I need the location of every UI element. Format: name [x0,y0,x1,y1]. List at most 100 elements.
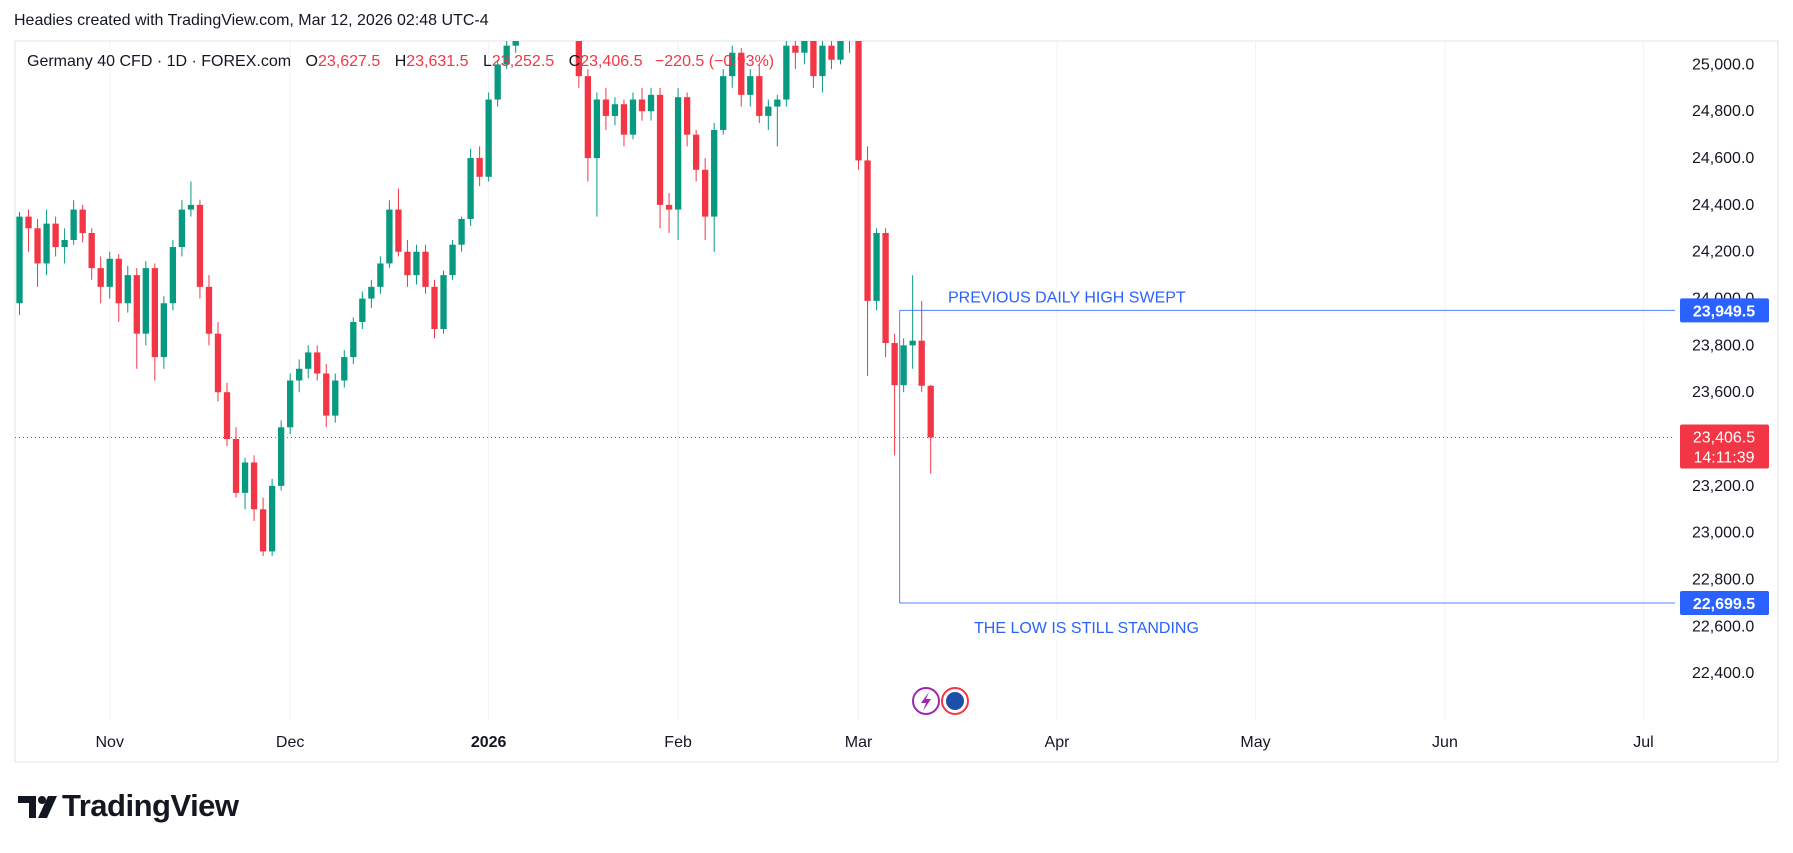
candle-body [855,41,862,161]
candle-body [359,298,366,322]
level-label: 23,949.5 [1693,303,1755,320]
candle-body [413,251,420,276]
candle-body [287,380,294,428]
candle-body [485,99,492,177]
candle-body [223,392,231,440]
candle-body [522,6,528,29]
candle-body [891,343,898,386]
x-tick-label: Nov [96,734,124,751]
candle-body [611,104,619,116]
logo [18,796,57,818]
y-tick-label: 23,200.0 [1692,478,1754,495]
x-tick-label: Feb [664,734,692,751]
event-glyph [921,692,931,711]
candle-body [720,76,727,130]
candle-body [151,268,158,358]
candle-body [765,106,772,116]
y-tick-label: 23,600.0 [1692,384,1754,401]
y-tick-label: 24,800.0 [1692,103,1754,120]
candle-body [738,52,745,95]
x-tick-label: Apr [1045,734,1071,751]
candle-body [702,169,709,217]
countdown: 14:11:39 [1693,450,1754,467]
candle-body [332,380,339,416]
axes: 22,400.0 22,600.0 22,800.0 23,000.0 23,200.0… [96,56,1769,751]
candle-body [638,99,646,112]
level-box [1680,591,1769,616]
candle-body [187,204,195,210]
candle-body [341,357,348,381]
candle-body [647,94,655,112]
candle-body [909,340,916,346]
candle-body [567,0,573,18]
candle-body [927,385,934,438]
level-box [1680,298,1769,323]
candle-body [575,41,583,77]
legend: Germany 40 CFD · 1D · FOREX.com O23,627.… [27,53,774,71]
y-tick-label: 25,000.0 [1692,56,1754,73]
candle-body [819,45,826,77]
y-tick-label: 24,600.0 [1692,150,1754,167]
candle-body [277,427,285,486]
candle-body [115,258,122,304]
legend-change: −220.5 (−0.93%) [654,53,775,70]
x-tick-label: Jul [1633,734,1653,751]
candle-body [873,232,880,301]
candle-body [494,64,501,100]
y-tick-label: 24,400.0 [1692,197,1754,214]
candle-body [259,509,267,552]
candle-body [620,104,628,135]
legend-key: L [482,53,492,70]
event-icons [912,687,969,715]
y-tick-label: 22,400.0 [1692,665,1754,682]
event-glyph [946,692,964,710]
candle-body [395,209,402,252]
candle-body [900,345,907,386]
candle-body [882,232,889,344]
candle-body [214,333,222,393]
candle-body [801,41,808,53]
legend-key: C [568,53,581,70]
x-tick-label: Jun [1432,734,1458,751]
candle-body [368,286,375,299]
candle-body [16,216,23,304]
candle-body [241,462,249,493]
y-tick-label: 24,200.0 [1692,244,1754,261]
candle-body [476,158,483,177]
candle-body [656,94,664,205]
candle-body [918,340,925,386]
candle-body [61,240,68,248]
candle-body [756,76,763,116]
candle-body [52,223,59,248]
legend-value: 23,627.5 [317,53,381,70]
candle-body [350,321,357,358]
legend-value: 23,252.5 [491,53,555,70]
candle-body [531,0,537,6]
candle-body [846,29,852,41]
candle-body [404,251,411,276]
last-price-box [1680,424,1769,469]
candle-body [810,41,817,77]
candle-body [747,76,754,95]
grid [109,41,1644,720]
candle-body [440,275,447,329]
logo-mark [38,796,57,818]
candle-body [864,160,871,301]
candle-body [133,275,140,334]
candle-body [79,209,86,233]
candle-body [88,232,95,269]
last-price-label: 23,406.5 [1693,430,1755,447]
brand: TradingView [62,788,239,823]
y-tick-label: 22,800.0 [1692,572,1754,589]
candle-body [837,41,844,60]
candle-body [665,204,673,210]
symbol: Germany 40 CFD · 1D · FOREX.com [27,53,292,70]
annotation: PREVIOUS DAILY HIGH SWEPT [948,289,1186,306]
candle-body [584,76,592,159]
candle-body [160,303,168,358]
candle-body [467,158,474,219]
candle-body [305,352,312,369]
candle-body [792,45,799,53]
candle-body [549,0,555,18]
